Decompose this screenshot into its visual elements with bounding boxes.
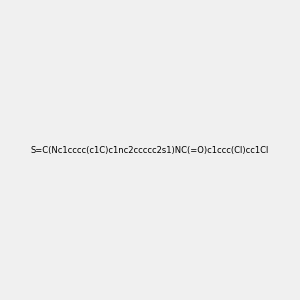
Text: S=C(Nc1cccc(c1C)c1nc2ccccc2s1)NC(=O)c1ccc(Cl)cc1Cl: S=C(Nc1cccc(c1C)c1nc2ccccc2s1)NC(=O)c1cc… bbox=[31, 146, 269, 154]
